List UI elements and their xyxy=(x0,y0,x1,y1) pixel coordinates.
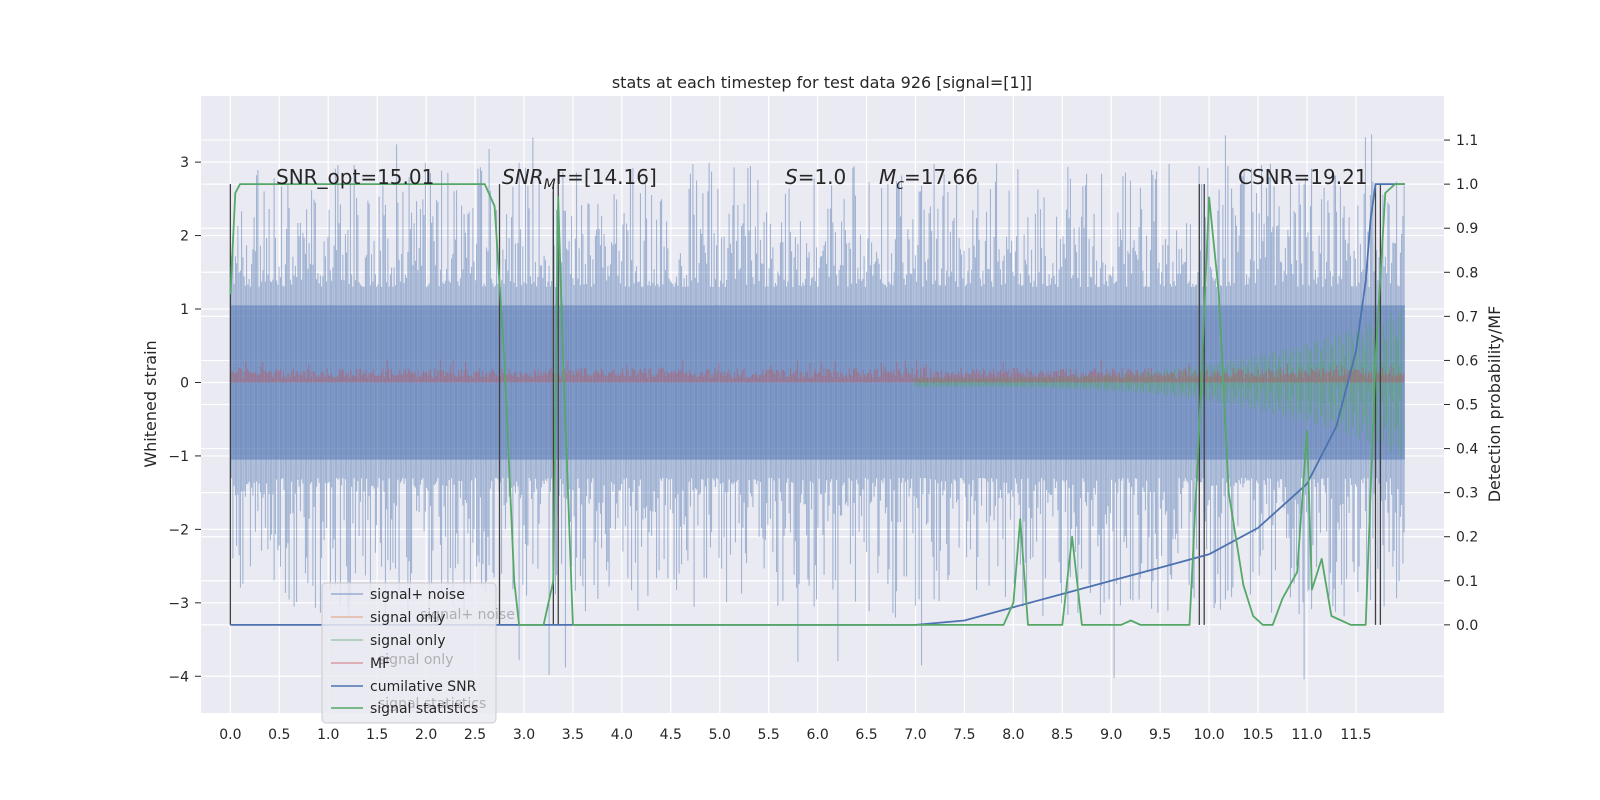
legend: signal+ noise signal only signal statist… xyxy=(321,582,515,724)
y2-tick-label: 1.0 xyxy=(1456,177,1478,193)
legend-label-signal-statistics: signal statistics xyxy=(370,701,478,717)
x-tick-label: 5.5 xyxy=(758,727,780,743)
legend-ghost-text: signal only xyxy=(378,652,453,668)
y2-tick-label: 0.6 xyxy=(1456,353,1478,369)
y2-tick-label: 0.1 xyxy=(1456,574,1478,590)
y2-tick-label: 0.5 xyxy=(1456,398,1478,414)
annotation-csnr: CSNR=19.21 xyxy=(1238,165,1368,189)
y2-tick-label: 0.8 xyxy=(1456,265,1478,281)
annotation-snr-mf: SNRMF=[14.16] xyxy=(502,165,657,193)
y2-tick-label: 0.7 xyxy=(1456,309,1478,325)
legend-label-cumulative-snr: cumilative SNR xyxy=(370,679,477,695)
y2-axis-label: Detection probability/MF xyxy=(1485,306,1504,503)
y2-tick-label: 1.1 xyxy=(1456,133,1478,149)
chart-title: stats at each timestep for test data 926… xyxy=(612,73,1032,92)
legend-label-signal-only-green: signal only xyxy=(370,633,445,649)
y2-tick-label: 0.9 xyxy=(1456,221,1478,237)
y-tick-label: −3 xyxy=(168,596,189,612)
series-lines xyxy=(229,183,1405,626)
legend-label-signal-only-orange: signal only xyxy=(370,610,445,626)
legend-ghost-text: signal+ noise xyxy=(420,607,515,623)
y-tick-label: 1 xyxy=(180,302,189,318)
x-tick-label: 0.5 xyxy=(268,727,290,743)
y-tick-label: 0 xyxy=(180,375,189,391)
y2-tick-label: 0.3 xyxy=(1456,486,1478,502)
legend-box xyxy=(321,582,497,724)
legend-ghost-text: signal statistics xyxy=(378,696,486,712)
x-tick-label: 1.5 xyxy=(366,727,388,743)
x-tick-label: 4.5 xyxy=(660,727,682,743)
y-tick-label: 2 xyxy=(180,229,189,245)
x-tick-label: 11.0 xyxy=(1291,727,1322,743)
x-tick-label: 7.0 xyxy=(904,727,926,743)
x-tick-label: 7.5 xyxy=(953,727,975,743)
y2-tick-label: 0.2 xyxy=(1456,530,1478,546)
x-tick-label: 0.0 xyxy=(219,727,241,743)
x-axis: 0.0 0.5 1.0 1.5 2.0 2.5 3.0 3.5 4.0 4.5 5.0 5.5 6.0 6… xyxy=(219,727,1371,743)
x-tick-label: 9.0 xyxy=(1100,727,1122,743)
y-tick-label: −2 xyxy=(168,522,189,538)
legend-label-mf: MF xyxy=(370,656,390,672)
legend-label-signal-noise: signal+ noise xyxy=(370,587,465,603)
annotation-s: S=1.0 xyxy=(785,165,846,189)
x-tick-label: 4.0 xyxy=(611,727,633,743)
signal-statistics-line xyxy=(229,183,1405,626)
y-axis-right: 1.1 1.0 0.9 0.8 0.7 0.6 0.5 0.4 0.3 0.2 0.1 0.0 xyxy=(1444,133,1478,634)
y-tick-label: 3 xyxy=(180,155,189,171)
x-tick-label: 9.5 xyxy=(1149,727,1171,743)
annotation-mc: Mc=17.66 xyxy=(879,165,978,193)
x-tick-label: 10.5 xyxy=(1242,727,1273,743)
x-tick-label: 1.0 xyxy=(317,727,339,743)
y-tick-label: −1 xyxy=(168,449,189,465)
cumulative-snr-line xyxy=(230,183,1405,626)
x-tick-label: 8.0 xyxy=(1002,727,1024,743)
x-tick-label: 3.0 xyxy=(513,727,535,743)
x-tick-label: 10.0 xyxy=(1194,727,1225,743)
x-tick-label: 6.5 xyxy=(855,727,877,743)
x-tick-label: 11.5 xyxy=(1340,727,1371,743)
x-tick-label: 3.5 xyxy=(562,727,584,743)
x-tick-label: 8.5 xyxy=(1051,727,1073,743)
y-tick-label: −4 xyxy=(168,669,189,685)
x-tick-label: 2.0 xyxy=(415,727,437,743)
annotation-snr-opt: SNR_opt=15.01 xyxy=(276,165,434,189)
y-axis-left: 3 2 1 0 −1 −2 −3 −4 xyxy=(168,155,201,685)
x-tick-label: 6.0 xyxy=(806,727,828,743)
y2-tick-label: 0.0 xyxy=(1456,618,1478,634)
x-tick-label: 2.5 xyxy=(464,727,486,743)
y-axis-label: Whitened strain xyxy=(141,340,160,467)
y2-tick-label: 0.4 xyxy=(1456,442,1478,458)
x-tick-label: 5.0 xyxy=(709,727,731,743)
